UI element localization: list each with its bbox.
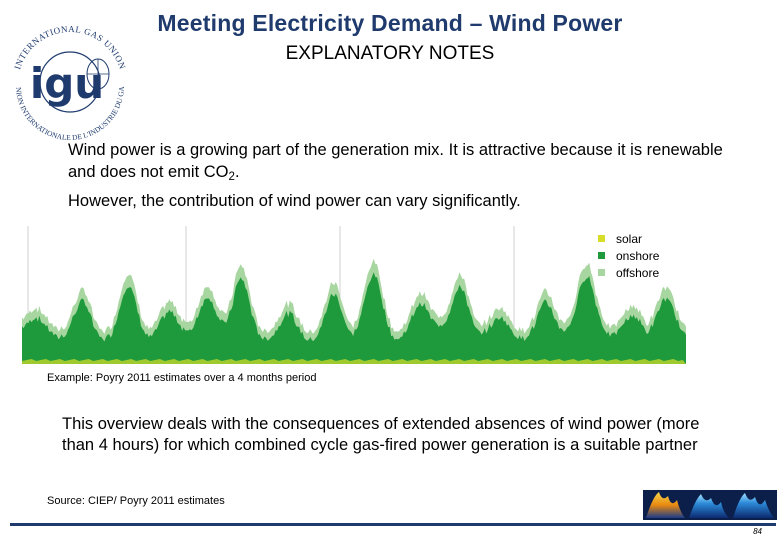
igu-logo-icon: INTERNATIONAL GAS UNION UNION INTERNATIO…: [4, 14, 127, 140]
chart-caption: Example: Poyry 2011 estimates over a 4 m…: [47, 372, 317, 384]
intro-paragraph: Wind power is a growing part of the gene…: [68, 139, 728, 188]
legend-swatch-onshore: [598, 252, 605, 259]
co2-subscript: 2: [228, 171, 235, 183]
intro-text: Wind power is a growing part of the gene…: [68, 141, 723, 181]
legend-label-onshore: onshore: [616, 249, 660, 263]
page-subtitle: EXPLANATORY NOTES: [285, 43, 495, 64]
overview-paragraph: This overview deals with the consequence…: [62, 415, 700, 454]
logo-center-text: igu: [30, 59, 104, 108]
source-note: Source: CIEP/ Poyry 2011 estimates: [47, 495, 225, 507]
solar-area: [22, 359, 686, 364]
page-number: 84: [753, 527, 762, 536]
legend-swatch-offshore: [598, 269, 605, 276]
onshore-area: [22, 272, 686, 364]
wind-generation-chart: solar onshore offshore: [18, 224, 690, 368]
chart-areas: [22, 258, 686, 364]
variability-paragraph: However, the contribution of wind power …: [68, 192, 521, 210]
legend-label-solar: solar: [616, 232, 642, 246]
legend-label-offshore: offshore: [616, 266, 659, 280]
legend-swatch-solar: [598, 235, 605, 242]
footer-divider: [10, 523, 776, 526]
chart-legend: solar onshore offshore: [598, 232, 660, 280]
intro-end: .: [234, 163, 240, 181]
flames-icon: [643, 490, 777, 520]
page-title: Meeting Electricity Demand – Wind Power: [157, 10, 623, 36]
